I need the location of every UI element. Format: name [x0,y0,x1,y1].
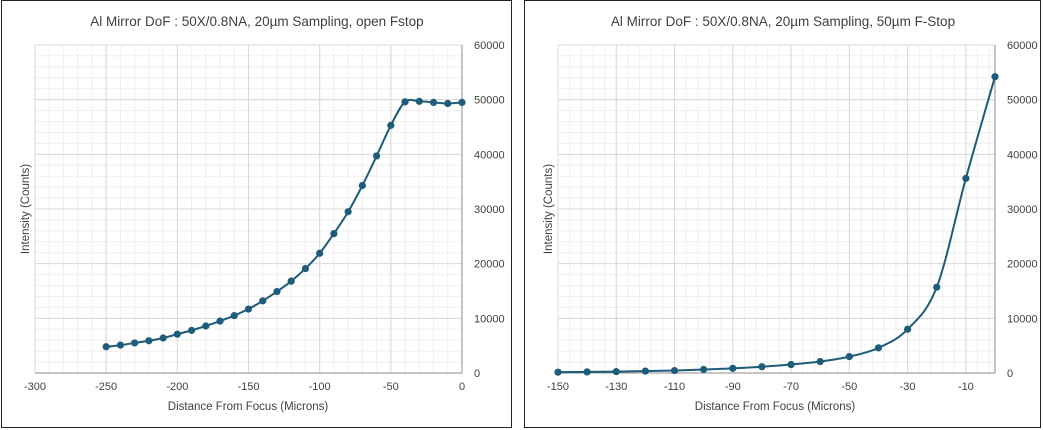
data-point [373,152,381,160]
chart-panel-right: -150 -130 -110 -90 -70 -50 -30 -10 0 10000 20000 3… [524,0,1041,428]
data-point [173,330,181,338]
data-point [758,363,766,371]
x-tick-label: -70 [783,381,799,393]
data-point [554,368,562,376]
data-point [612,368,620,376]
data-point [358,181,366,190]
x-tick-label: -150 [237,381,259,393]
data-point [159,334,167,342]
data-point [216,317,224,325]
chart-title: Al Mirror DoF : 50X/0.8NA, 20µm Sampling… [90,14,423,29]
data-point [429,98,438,106]
y-axis-title: Intensity (Counts) [20,164,32,254]
y-tick-label: 40000 [1007,149,1038,161]
data-point [729,364,737,372]
data-point [202,322,210,330]
y-tick-label: 60000 [1007,40,1038,52]
data-point [145,337,153,345]
x-tick-label: -130 [605,381,627,393]
chart-title: Al Mirror DoF : 50X/0.8NA, 20µm Sampling… [611,14,955,29]
y-tick-label: 10000 [474,313,505,325]
data-point [287,277,295,285]
data-point [670,366,679,375]
data-point [330,230,338,238]
data-point [962,174,970,182]
data-point [787,360,795,369]
x-axis-title: Distance From Focus (Microns) [168,401,329,413]
data-point [458,98,466,106]
data-point [874,344,883,352]
y-tick-label: 40000 [474,149,505,161]
data-point [444,99,452,108]
y-tick-label: 50000 [474,95,505,107]
x-tick-label: -50 [383,381,399,393]
data-point [187,326,196,334]
data-point [904,325,912,333]
data-point [316,249,324,257]
x-axis-title: Distance From Focus (Microns) [695,401,856,413]
y-tick-label: 60000 [474,40,505,52]
chart-panel-left: -300 -250 -200 -150 -100 -50 0 0 10000 20000 3000… [1,0,512,428]
data-point [641,367,649,375]
y-tick-label: 10000 [1007,313,1038,325]
data-point [415,97,423,105]
data-point [845,353,853,361]
chart-left: -300 -250 -200 -150 -100 -50 0 0 10000 20000 3000… [20,14,505,413]
y-tick-label: 30000 [474,204,505,216]
y-tick-label: 20000 [1007,259,1038,271]
y-tick-label: 50000 [1007,95,1038,107]
x-tick-label: -110 [664,381,685,393]
y-tick-label: 30000 [1007,204,1038,216]
x-tick-label: -100 [309,381,331,393]
data-point [131,339,139,347]
series-line [106,98,463,348]
chart-right: -150 -130 -110 -90 -70 -50 -30 -10 0 10000 20000 3… [543,14,1038,413]
y-axis-title: Intensity (Counts) [543,164,555,254]
x-tick-label: 0 [459,381,465,393]
x-tick-label: -10 [958,381,974,393]
data-point [991,73,999,81]
data-point [700,365,708,374]
y-tick-label: 0 [1007,368,1013,380]
x-tick-label: -200 [166,381,188,393]
data-point [102,343,110,351]
y-tick-label: 0 [474,368,480,380]
data-point [244,305,253,313]
data-point [344,208,352,216]
series-line [557,76,996,374]
x-tick-label: -30 [900,381,916,393]
x-tick-label: -50 [841,381,857,393]
x-tick-label: -300 [24,381,46,393]
data-point [583,368,591,376]
data-point [387,121,395,129]
data-point [816,357,824,366]
data-point [301,264,310,273]
data-point [259,297,267,305]
data-point [933,283,941,291]
x-tick-label: -90 [725,381,741,393]
y-tick-label: 20000 [474,259,505,271]
x-tick-label: -250 [95,381,117,393]
x-tick-label: -150 [547,381,569,393]
data-point [116,341,124,349]
data-point [273,287,281,296]
data-point [401,98,409,106]
data-point [230,312,238,320]
